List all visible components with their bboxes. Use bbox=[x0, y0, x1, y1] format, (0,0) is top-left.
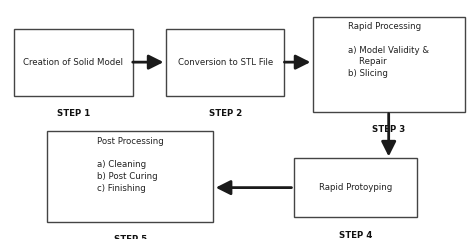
Text: Rapid Processing

a) Model Validity &
    Repair
b) Slicing: Rapid Processing a) Model Validity & Rep… bbox=[348, 22, 429, 78]
Text: Rapid Protoyping: Rapid Protoyping bbox=[319, 183, 392, 192]
Text: Conversion to STL File: Conversion to STL File bbox=[178, 58, 273, 67]
Text: STEP 1: STEP 1 bbox=[57, 109, 90, 118]
FancyBboxPatch shape bbox=[47, 131, 213, 222]
Text: STEP 5: STEP 5 bbox=[114, 235, 147, 239]
Text: STEP 4: STEP 4 bbox=[339, 231, 372, 239]
Text: STEP 3: STEP 3 bbox=[372, 125, 405, 135]
Text: STEP 2: STEP 2 bbox=[209, 109, 242, 118]
FancyBboxPatch shape bbox=[14, 29, 133, 96]
FancyBboxPatch shape bbox=[166, 29, 284, 96]
Text: Post Processing

a) Cleaning
b) Post Curing
c) Finishing: Post Processing a) Cleaning b) Post Curi… bbox=[97, 137, 164, 193]
FancyBboxPatch shape bbox=[294, 158, 417, 217]
Text: Creation of Solid Model: Creation of Solid Model bbox=[24, 58, 123, 67]
FancyBboxPatch shape bbox=[313, 17, 465, 112]
